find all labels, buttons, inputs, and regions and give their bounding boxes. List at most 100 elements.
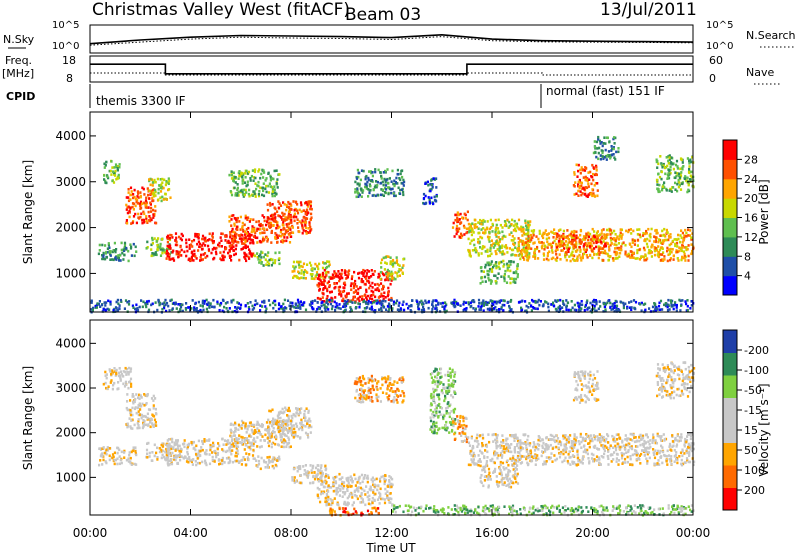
power-cbar-tick-5: 8 xyxy=(744,250,751,263)
region-13 xyxy=(379,255,406,281)
power-colorbar-label: Power [dB] xyxy=(757,179,771,244)
power-cbar-swatch-5 xyxy=(723,178,737,199)
freq-panel: Freq. [MHz] 18 8 60 0 Nave xyxy=(2,54,780,85)
region-15 xyxy=(479,464,520,489)
cpid-segment-2: normal (fast) 151 IF xyxy=(546,84,665,98)
power-cbar-swatch-6 xyxy=(723,159,737,180)
power-ytick-2: 2000 xyxy=(55,221,86,235)
power-cbar-swatch-4 xyxy=(723,198,737,218)
region-0 xyxy=(97,241,138,263)
xtick-4: 16:00 xyxy=(475,526,510,540)
velocity-cbar-tick-2: -50 xyxy=(744,384,762,397)
region-17 xyxy=(655,361,696,400)
xtick-3: 12:00 xyxy=(374,526,409,540)
freq-line xyxy=(90,63,693,75)
velocity-cbar-tick-5: 50 xyxy=(744,444,758,457)
region-3 xyxy=(148,177,172,203)
power-colorbar: 28 24 20 16 12 8 4 xyxy=(722,139,758,296)
region-14 xyxy=(467,432,696,467)
xtick-6: 00:00 xyxy=(676,526,711,540)
velocity-ytick-3: 1000 xyxy=(55,470,86,484)
power-cbar-swatch-7 xyxy=(723,140,737,160)
nave-tick-top: 60 xyxy=(709,54,723,67)
velocity-cbar-tick-4: 15 xyxy=(744,424,758,437)
power-ytick-0: 4000 xyxy=(55,129,86,143)
power-heatmap xyxy=(90,135,695,314)
xtick-5: 20:00 xyxy=(575,526,610,540)
region-22 xyxy=(655,154,695,194)
nsky-line-1 xyxy=(89,36,694,46)
region-12 xyxy=(354,168,406,199)
xlabel: Time UT xyxy=(365,541,416,554)
region-2 xyxy=(125,186,158,225)
region-0 xyxy=(98,446,138,467)
power-cbar-tick-2: 20 xyxy=(744,192,758,205)
velocity-colorbar-label: Velocity [m s⁻¹] xyxy=(757,383,771,476)
nsky-panel: N.Sky 10^5 10^0 10^5 10^0 N.Search xyxy=(3,20,796,54)
region-2 xyxy=(125,393,158,430)
velocity-cbar-tick-3: -15 xyxy=(744,404,762,417)
nsky-label: N.Sky xyxy=(3,33,35,46)
region-7 xyxy=(266,200,313,235)
freq-series xyxy=(90,63,693,76)
region-19 xyxy=(479,259,519,285)
power-cbar-swatch-1 xyxy=(723,256,737,277)
region-5 xyxy=(229,419,294,449)
region-20 xyxy=(572,163,599,198)
freq-tick-top: 18 xyxy=(62,54,76,67)
velocity-colorbar: -200 -100 -50 -15 15 50 100 200 xyxy=(722,329,769,511)
power-cbar-swatch-0 xyxy=(723,275,737,296)
region-23 xyxy=(90,298,695,314)
xtick-1: 04:00 xyxy=(173,526,208,540)
region-10 xyxy=(291,260,331,281)
freq-tick-bottom: 8 xyxy=(66,72,73,85)
xtick-2: 08:00 xyxy=(274,526,309,540)
power-ylabel: Slant Range [km] xyxy=(21,160,35,264)
region-21 xyxy=(592,135,620,161)
power-cbar-tick-6: 4 xyxy=(744,270,751,283)
velocity-cbar-swatch-1 xyxy=(723,465,737,488)
region-14 xyxy=(422,177,438,206)
region-13 xyxy=(451,414,469,444)
velocity-cbar-swatch-7 xyxy=(723,330,737,353)
power-panel: 4000 3000 2000 1000 Slant Range [km] 28 24 20… xyxy=(21,111,771,314)
power-ytick-3: 1000 xyxy=(55,266,86,280)
region-4 xyxy=(165,437,255,467)
region-1 xyxy=(103,159,121,185)
velocity-cbar-tick-7: 200 xyxy=(744,484,765,497)
region-6 xyxy=(266,406,313,440)
velocity-ytick-2: 2000 xyxy=(55,426,86,440)
cpid-row: CPID themis 3300 IF normal (fast) 151 IF xyxy=(6,84,665,108)
power-cbar-tick-0: 28 xyxy=(744,153,758,166)
velocity-cbar-swatch-3 xyxy=(723,420,737,443)
region-7 xyxy=(253,455,281,471)
nsearch-tick-top: 10^5 xyxy=(706,20,733,31)
velocity-cbar-swatch-4 xyxy=(723,397,737,421)
freq-unit: [MHz] xyxy=(2,67,34,80)
freq-label: Freq. xyxy=(5,54,32,67)
xtick-0: 00:00 xyxy=(73,526,108,540)
nave-tick-bottom: 0 xyxy=(709,72,716,85)
velocity-cbar-swatch-5 xyxy=(723,375,737,398)
region-8 xyxy=(228,168,281,198)
velocity-cbar-tick-1: -100 xyxy=(744,364,769,377)
nsearch-tick-bottom: 10^0 xyxy=(706,41,733,52)
region-16 xyxy=(572,370,600,404)
velocity-cbar-swatch-6 xyxy=(723,352,737,376)
velocity-heatmap xyxy=(98,361,696,517)
region-9 xyxy=(316,472,394,507)
nsky-line-0 xyxy=(89,33,694,45)
region-9 xyxy=(253,250,281,267)
velocity-cbar-swatch-2 xyxy=(723,442,737,466)
nsearch-label: N.Search xyxy=(746,29,796,42)
region-1 xyxy=(102,366,133,391)
cpid-segment-1: themis 3300 IF xyxy=(96,94,186,108)
region-8 xyxy=(291,464,328,485)
velocity-cbar-swatch-0 xyxy=(723,487,737,511)
nsky-tick-bottom: 10^0 xyxy=(52,41,79,52)
station-title: Christmas Valley West (fitACF) xyxy=(92,0,350,20)
power-cbar-swatch-3 xyxy=(723,217,737,238)
power-cbar-tick-1: 24 xyxy=(744,173,758,186)
region-18 xyxy=(555,232,608,254)
